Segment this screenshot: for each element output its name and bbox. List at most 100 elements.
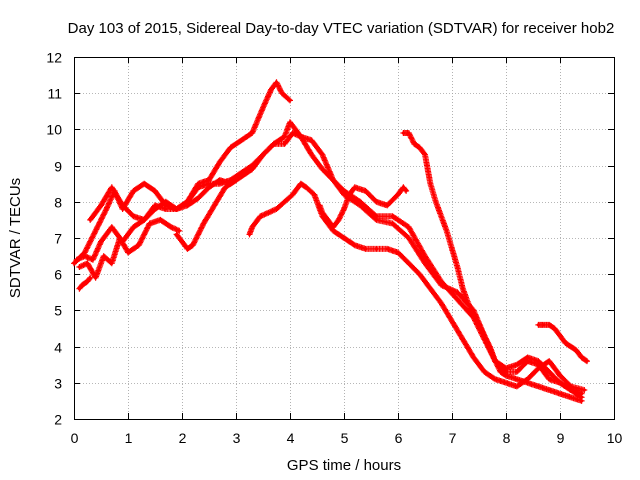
data-point [504, 381, 508, 385]
data-point [423, 261, 427, 265]
data-point [412, 142, 416, 146]
data-point [569, 345, 573, 349]
data-point [461, 287, 465, 291]
data-point [131, 189, 135, 193]
data-point [374, 218, 378, 222]
data-point [337, 218, 341, 222]
series-markers [87, 119, 585, 397]
data-point [191, 243, 195, 247]
data-point [212, 203, 216, 207]
data-point [401, 131, 405, 135]
data-point [250, 131, 254, 135]
data-point [99, 240, 103, 244]
data-point [401, 185, 405, 189]
data-point [547, 370, 551, 374]
data-point [407, 131, 411, 135]
data-point [169, 225, 173, 229]
data-point [536, 323, 541, 327]
data-point [391, 221, 395, 226]
axis-ticks [74, 57, 615, 420]
y-tick-label: 4 [54, 340, 62, 356]
data-point [558, 334, 562, 338]
data-point [218, 160, 222, 164]
data-point [466, 301, 470, 305]
series-trace-5 [76, 274, 94, 292]
data-point [131, 225, 135, 229]
data-point [574, 348, 578, 352]
y-tick-label: 10 [46, 122, 62, 138]
data-point [85, 279, 90, 283]
data-point [126, 250, 130, 255]
data-point [347, 193, 351, 197]
data-point [439, 279, 443, 283]
data-point [131, 214, 135, 218]
data-point [569, 384, 573, 388]
data-point [547, 359, 551, 363]
data-point [207, 185, 211, 189]
data-point [558, 381, 562, 385]
data-point [515, 363, 519, 367]
series-trace-10 [535, 321, 590, 365]
data-point [407, 261, 411, 265]
data-point [288, 98, 292, 102]
data-point [274, 207, 279, 211]
data-point [331, 178, 335, 182]
data-point [250, 167, 254, 171]
data-point [547, 323, 551, 327]
data-point [385, 247, 389, 251]
data-point [180, 240, 184, 244]
data-point [445, 229, 449, 233]
series-trace-6 [173, 177, 239, 252]
data-point [91, 258, 95, 262]
data-point [261, 106, 265, 110]
data-point [482, 334, 486, 338]
data-point [312, 193, 316, 197]
data-point [269, 88, 273, 92]
data-point [364, 247, 368, 251]
data-point [542, 323, 546, 327]
chart-title: Day 103 of 2015, Sidereal Day-to-day VTE… [68, 20, 615, 37]
series-trace-4 [76, 216, 183, 281]
data-point [158, 218, 162, 222]
x-tick-label: 7 [449, 430, 457, 446]
data-point [250, 225, 254, 229]
y-tick-label: 6 [54, 267, 62, 283]
data-point [196, 196, 200, 200]
data-point [423, 254, 427, 258]
data-point [153, 189, 157, 193]
data-point [310, 153, 314, 157]
data-point [274, 80, 279, 84]
data-point [342, 236, 346, 240]
data-point [229, 145, 233, 150]
y-tick-label: 5 [54, 303, 62, 319]
data-point [320, 167, 324, 171]
data-point [110, 261, 114, 265]
data-point [320, 153, 324, 157]
data-point [585, 359, 589, 363]
data-point [102, 254, 106, 258]
data-point [358, 200, 362, 204]
data-point [569, 388, 573, 392]
data-point [407, 236, 411, 240]
data-point [239, 138, 243, 142]
data-point [482, 370, 486, 374]
data-point [488, 345, 492, 349]
data-point [304, 185, 308, 189]
data-point [272, 142, 276, 146]
data-point [558, 392, 562, 396]
data-point [75, 258, 79, 262]
y-tick-label: 7 [54, 231, 62, 247]
data-point [83, 250, 87, 255]
y-tick-label: 8 [54, 195, 62, 211]
data-point [374, 214, 378, 218]
data-point [326, 218, 330, 222]
data-point [455, 297, 459, 302]
data-point [553, 326, 557, 331]
data-point [353, 185, 357, 189]
data-point [374, 200, 378, 204]
data-point [580, 399, 584, 403]
data-point [164, 207, 168, 211]
data-point [407, 225, 411, 229]
